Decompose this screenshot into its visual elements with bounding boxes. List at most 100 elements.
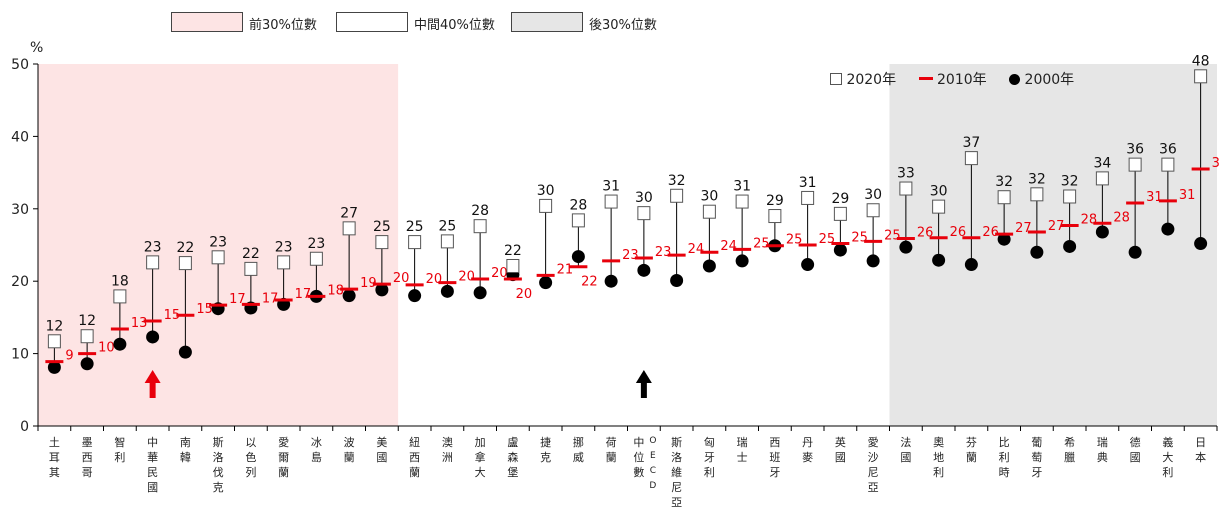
- point-2000: [178, 345, 192, 359]
- label-2020: 31: [733, 179, 751, 195]
- point-2020: [670, 188, 684, 203]
- label-2020: 32: [668, 173, 686, 189]
- label-2020: 25: [438, 218, 456, 234]
- point-2000: [1063, 239, 1077, 253]
- label-2010: 25: [851, 231, 868, 246]
- label-2020: 30: [700, 189, 718, 205]
- legend-2000-marker: [1009, 74, 1021, 85]
- label-2010: 22: [581, 275, 598, 290]
- x-tick-label: 丹麥: [802, 436, 813, 464]
- point-2000: [702, 259, 716, 273]
- point-2020: [440, 234, 454, 249]
- x-tick-label: 中華民國: [147, 436, 158, 494]
- label-2010: 17: [262, 291, 279, 306]
- label-2020: 36: [1159, 142, 1177, 158]
- arrow-head-0: [144, 370, 161, 383]
- x-tick-label: 南韓: [180, 436, 191, 464]
- label-2010: 31: [1179, 188, 1196, 203]
- legend-2000-label: 2000年: [1024, 72, 1075, 88]
- x-tick-label: 斯洛伐克: [213, 436, 224, 494]
- label-2020: 33: [897, 166, 915, 182]
- y-axis-unit: %: [30, 40, 43, 56]
- label-2020: 25: [373, 219, 391, 235]
- legend-2020-label: 2020年: [846, 72, 897, 88]
- point-2020: [113, 289, 127, 304]
- point-2000: [932, 253, 946, 267]
- point-2020: [80, 329, 94, 344]
- point-2000: [539, 276, 553, 290]
- point-2000: [899, 240, 913, 254]
- point-2020: [178, 256, 192, 271]
- point-2020: [309, 251, 323, 266]
- x-tick-label: 希臘: [1064, 435, 1075, 464]
- label-2020: 23: [275, 239, 293, 255]
- label-2010: 10: [98, 341, 115, 356]
- label-2020: 32: [1028, 171, 1046, 187]
- label-2020: 12: [78, 313, 96, 329]
- x-tick-label: 比利時: [999, 436, 1010, 479]
- point-2000: [833, 243, 847, 257]
- point-2020: [571, 213, 585, 228]
- label-2020: 36: [1126, 142, 1144, 158]
- legend-2010-label: 2010年: [937, 72, 987, 88]
- label-2020: 23: [144, 239, 162, 255]
- x-tick-label: 以色列: [245, 436, 256, 479]
- label-2010: 17: [295, 287, 312, 302]
- label-2010: 25: [884, 228, 901, 243]
- series-legend: 2020年 2010年 2000年: [830, 69, 1074, 89]
- point-2000: [473, 286, 487, 300]
- x-tick-label: 匈牙利: [704, 435, 715, 479]
- label-2010: 35: [1212, 156, 1219, 171]
- point-2000: [375, 283, 389, 297]
- label-2020: 27: [340, 205, 358, 221]
- band-0: [38, 64, 399, 426]
- point-2000: [964, 258, 978, 272]
- legend-2010-marker: [918, 77, 933, 80]
- point-2020: [1194, 69, 1208, 84]
- point-2020: [702, 204, 716, 219]
- point-2000: [1030, 245, 1044, 259]
- label-2020: 32: [995, 174, 1013, 190]
- point-2020: [473, 219, 487, 234]
- label-2020: 28: [569, 197, 587, 213]
- label-2010: 13: [131, 316, 148, 331]
- point-2020: [964, 151, 978, 166]
- label-2010: 20: [458, 270, 475, 285]
- point-2000: [866, 254, 880, 268]
- label-2010: 25: [786, 233, 803, 248]
- point-2020: [47, 334, 61, 349]
- label-2010: 27: [1048, 219, 1065, 234]
- point-2000: [571, 250, 585, 264]
- label-2010: 26: [982, 225, 999, 240]
- label-2010: 20: [393, 271, 410, 286]
- arrow-head-1: [635, 370, 652, 383]
- x-tick-label: 墨西哥: [82, 436, 93, 479]
- x-tick-label: 瑞典: [1097, 435, 1108, 464]
- x-tick-label: 葡萄牙: [1031, 436, 1042, 479]
- point-2000: [801, 258, 815, 272]
- label-2010: 15: [164, 308, 181, 323]
- point-2000: [604, 274, 618, 288]
- point-2020: [211, 250, 225, 265]
- point-2020: [1161, 157, 1175, 172]
- label-2020: 31: [602, 179, 620, 195]
- label-2010: 23: [622, 248, 639, 263]
- x-tick-label: 加拿大: [475, 436, 486, 479]
- x-tick-label: 德國: [1130, 435, 1141, 464]
- point-2020: [768, 209, 782, 224]
- point-2000: [113, 337, 127, 351]
- point-2020: [604, 194, 618, 209]
- point-2000: [1194, 237, 1208, 251]
- label-2020: 25: [406, 219, 424, 235]
- point-2020: [539, 198, 553, 213]
- point-2000: [408, 289, 422, 303]
- x-tick-label: 義大利: [1162, 435, 1173, 479]
- x-tick-label: 盧森堡: [507, 435, 518, 479]
- x-tick-label: 斯洛維尼亞: [671, 436, 682, 509]
- label-2020: 30: [537, 183, 555, 199]
- point-2020: [637, 206, 651, 221]
- x-tick-label: 波蘭: [344, 436, 355, 464]
- point-2020: [1063, 189, 1077, 204]
- point-2020: [997, 190, 1011, 205]
